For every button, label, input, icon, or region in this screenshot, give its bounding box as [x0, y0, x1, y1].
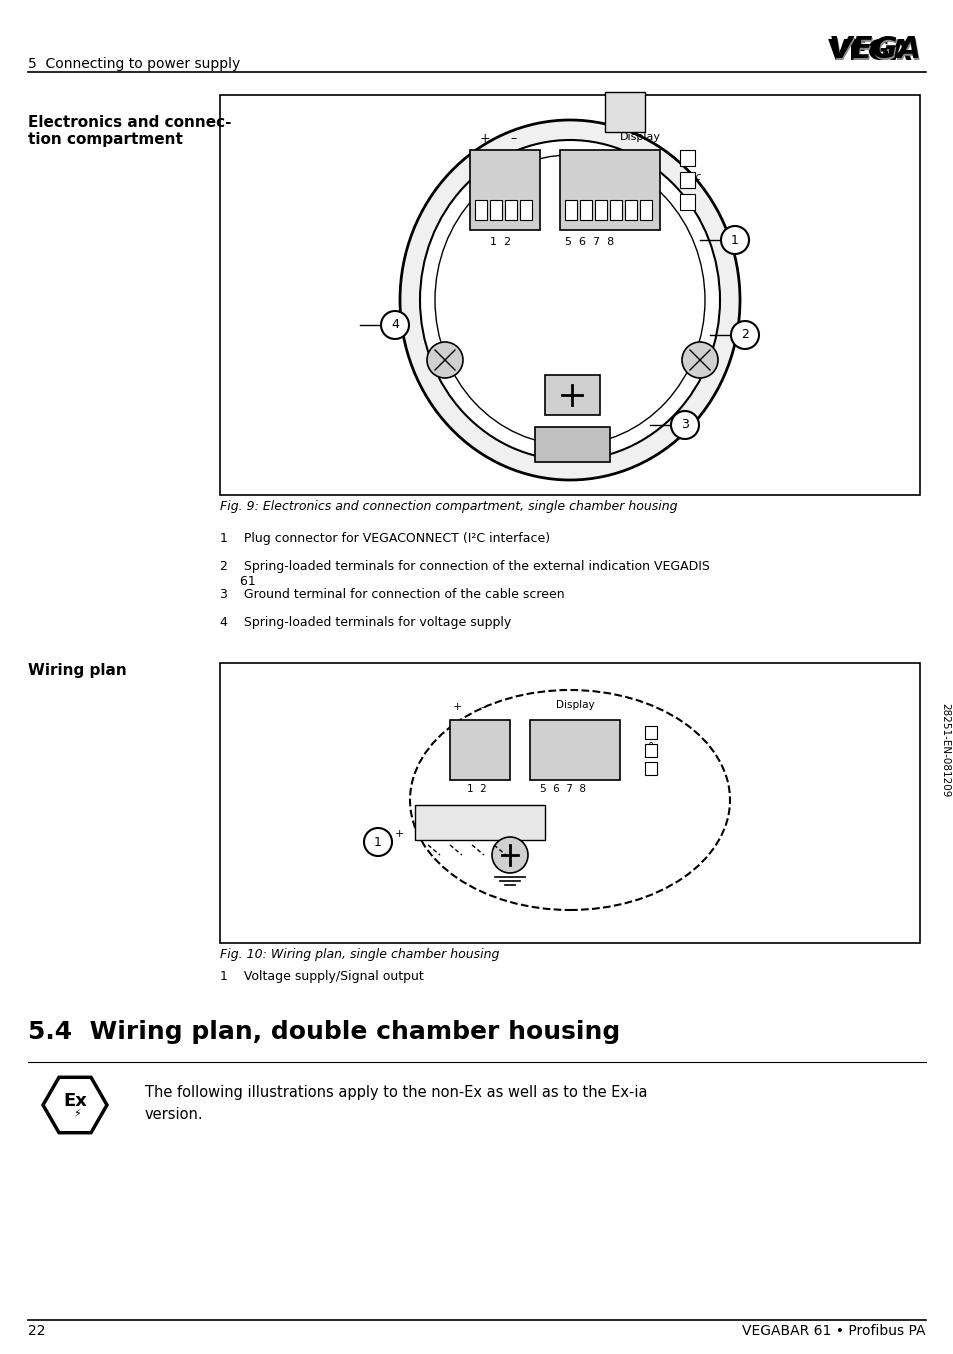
Bar [220, 663, 919, 942]
Ellipse shape [410, 691, 729, 910]
Bar [624, 200, 637, 219]
Text: 28251-EN-081209: 28251-EN-081209 [939, 703, 949, 798]
Bar [644, 726, 657, 739]
Text: 1    Voltage supply/Signal output: 1 Voltage supply/Signal output [220, 969, 423, 983]
Text: Electronics and connec-
tion compartment: Electronics and connec- tion compartment [28, 115, 232, 148]
Bar [519, 200, 532, 219]
Text: 5.4  Wiring plan, double chamber housing: 5.4 Wiring plan, double chamber housing [28, 1020, 619, 1044]
Circle shape [380, 311, 409, 338]
Bar [490, 200, 501, 219]
Bar [595, 200, 606, 219]
Text: Display: Display [555, 700, 594, 709]
Circle shape [670, 412, 699, 439]
Text: 1  2: 1 2 [490, 237, 511, 246]
Bar [679, 172, 695, 188]
Text: The following illustrations apply to the non-Ex as well as to the Ex-ia
version.: The following illustrations apply to the… [145, 1085, 647, 1122]
Text: VEGA: VEGA [827, 38, 911, 66]
Polygon shape [43, 1078, 107, 1133]
Circle shape [364, 829, 392, 856]
Text: 3    Ground terminal for connection of the cable screen: 3 Ground terminal for connection of the … [220, 588, 564, 601]
Bar [609, 200, 621, 219]
Text: VEGABAR 61 • Profibus PA: VEGABAR 61 • Profibus PA [741, 1324, 925, 1338]
Circle shape [492, 837, 527, 873]
Text: Wiring plan: Wiring plan [28, 663, 127, 678]
Ellipse shape [435, 154, 704, 445]
Text: 4: 4 [391, 318, 398, 332]
Text: +: + [395, 829, 404, 839]
Text: 22: 22 [28, 1324, 46, 1338]
Bar [679, 150, 695, 167]
Bar [639, 200, 651, 219]
Bar [220, 95, 919, 496]
Bar [579, 200, 592, 219]
Bar [604, 92, 644, 131]
Text: 5  6  7  8: 5 6 7 8 [539, 784, 585, 793]
Text: –: – [479, 701, 485, 712]
Bar [564, 200, 577, 219]
Text: Fig. 10: Wiring plan, single chamber housing: Fig. 10: Wiring plan, single chamber hou… [220, 948, 498, 961]
Text: 5  6  7  8: 5 6 7 8 [564, 237, 614, 246]
Bar [679, 194, 695, 210]
Text: 4    Spring-loaded terminals for voltage supply: 4 Spring-loaded terminals for voltage su… [220, 616, 511, 630]
Text: +: + [453, 701, 462, 712]
Text: 3: 3 [680, 418, 688, 432]
Text: 2: 2 [740, 329, 748, 341]
Bar [544, 375, 599, 414]
Text: Fig. 9: Electronics and connection compartment, single chamber housing: Fig. 9: Electronics and connection compa… [220, 500, 677, 513]
Text: Ex: Ex [63, 1091, 87, 1110]
Bar [644, 743, 657, 757]
Text: ϑc: ϑc [647, 742, 659, 751]
Circle shape [681, 343, 718, 378]
Bar [644, 762, 657, 774]
Bar [504, 200, 517, 219]
Text: ⚡: ⚡ [73, 1109, 81, 1118]
Text: –: – [510, 131, 516, 145]
Bar [559, 150, 659, 230]
Text: 1  2: 1 2 [467, 784, 486, 793]
Bar [450, 720, 510, 780]
Bar [475, 200, 486, 219]
Text: 5  Connecting to power supply: 5 Connecting to power supply [28, 57, 240, 70]
Ellipse shape [419, 139, 720, 460]
Circle shape [720, 226, 748, 255]
Ellipse shape [399, 121, 740, 481]
Bar [530, 720, 619, 780]
Circle shape [427, 343, 462, 378]
Text: VEGA: VEGA [827, 35, 921, 65]
Bar [535, 427, 609, 462]
Bar [470, 150, 539, 230]
Bar [415, 806, 544, 839]
Text: i²c: i²c [689, 172, 701, 181]
Circle shape [730, 321, 759, 349]
Text: 1    Plug connector for VEGACONNECT (I²C interface): 1 Plug connector for VEGACONNECT (I²C in… [220, 532, 550, 546]
Text: +: + [479, 131, 490, 145]
Text: 1: 1 [730, 233, 739, 246]
Text: Display: Display [619, 131, 660, 142]
Text: 2    Spring-loaded terminals for connection of the external indication VEGADIS
 : 2 Spring-loaded terminals for connection… [220, 561, 709, 588]
Text: 1: 1 [374, 835, 381, 849]
Text: VEGA: VEGA [829, 37, 923, 66]
